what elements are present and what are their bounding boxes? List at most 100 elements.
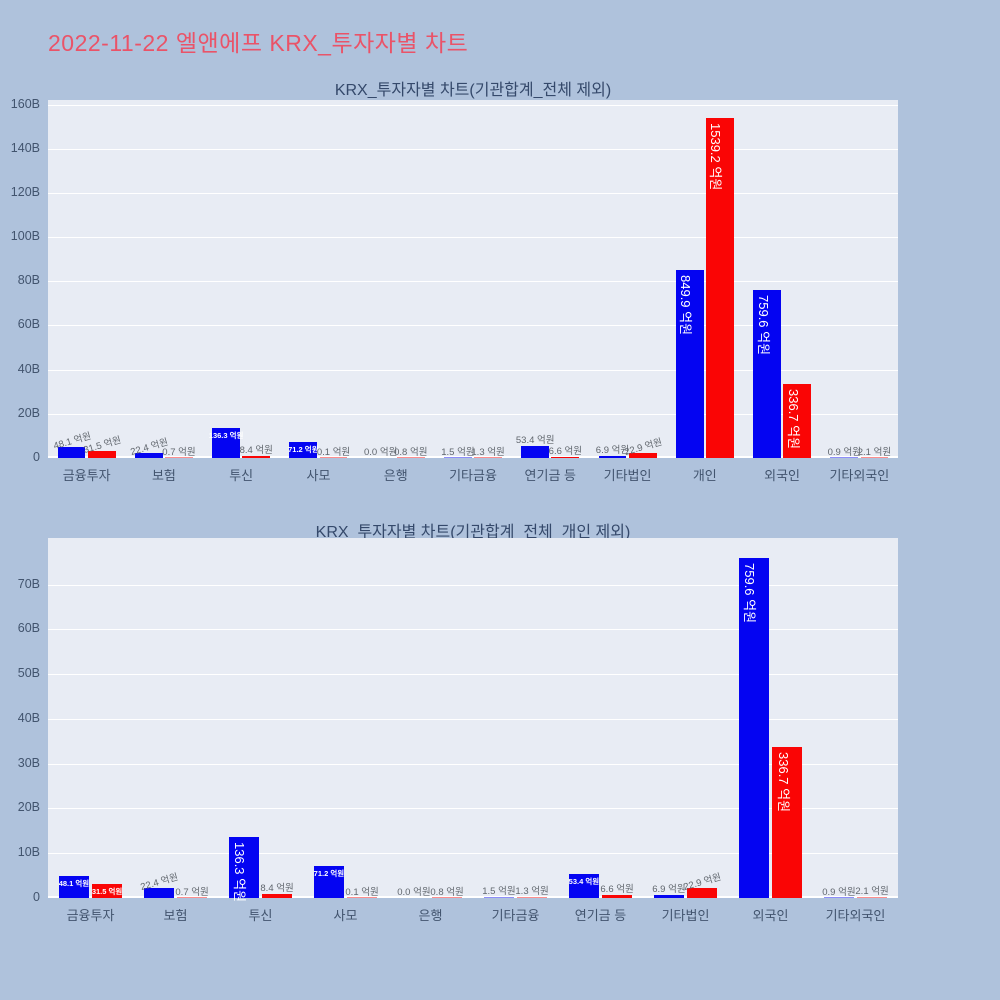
y-axis-tick-20B: 20B [17, 800, 40, 815]
bar-series-blue-연기금-등[interactable] [568, 874, 600, 898]
x-axis-label-보험: 보험 [163, 908, 188, 923]
bar-value-label: 336.7 억원 [775, 752, 791, 813]
bar-series-red-외국인[interactable] [783, 383, 812, 458]
bar-series-blue-보험[interactable] [134, 453, 163, 458]
bar-series-blue-기타금융[interactable] [483, 897, 515, 898]
x-axis-label-투신: 투신 [248, 908, 273, 923]
bar-series-red-기타금융[interactable] [474, 457, 502, 458]
bar-value-label: 759.6 억원 [742, 562, 758, 623]
bar-series-red-사모[interactable] [319, 457, 348, 458]
bar-series-blue-연기금-등[interactable] [521, 446, 550, 458]
bar-series-red-금융투자[interactable] [87, 451, 116, 458]
bar-value-label: 0.7 억원 [175, 886, 209, 898]
bar-series-red-개인[interactable] [705, 118, 734, 458]
x-axis-label-금융투자: 금융투자 [62, 468, 111, 483]
bar-value-label: 6.9 억원 [595, 445, 630, 457]
bar-series-red-기타외국인[interactable] [856, 897, 888, 898]
bar-series-red-보험[interactable] [176, 897, 208, 898]
grid-line-30B [48, 763, 898, 765]
x-axis-label-투신: 투신 [229, 468, 254, 483]
bar-series-red-보험[interactable] [165, 457, 193, 458]
bar-series-red-은행[interactable] [396, 457, 425, 458]
x-axis-label-기타외국인: 기타외국인 [825, 908, 886, 923]
x-axis-label-연기금-등: 연기금 등 [524, 468, 576, 483]
x-axis-label-외국인: 외국인 [752, 908, 789, 923]
x-axis-label-보험: 보험 [151, 468, 176, 483]
bar-series-blue-외국인[interactable] [753, 290, 781, 458]
x-axis-label-기타법인: 기타법인 [661, 908, 710, 923]
grid-line-80B [48, 281, 898, 283]
y-axis-tick-160B: 160B [10, 96, 40, 111]
y-axis-tick-20B: 20B [17, 405, 40, 420]
bar-series-red-금융투자[interactable] [91, 883, 123, 898]
bar-series-blue-금융투자[interactable] [57, 447, 86, 458]
x-axis-label-외국인: 외국인 [764, 468, 801, 483]
x-axis-label-개인: 개인 [692, 468, 717, 483]
y-axis-tick-140B: 140B [10, 140, 40, 155]
bar-series-red-투신[interactable] [261, 894, 293, 898]
y-axis-tick-30B: 30B [17, 755, 40, 770]
bar-value-label: 8.4 억원 [260, 883, 294, 895]
bar-value-label: 8.4 억원 [239, 445, 273, 457]
bar-series-red-기타법인[interactable] [628, 452, 657, 458]
bar-series-red-기타법인[interactable] [686, 887, 718, 898]
bar-series-red-연기금-등[interactable] [601, 895, 633, 898]
grid-line-20B [48, 413, 898, 415]
bar-series-red-기타금융[interactable] [516, 897, 548, 898]
bar-series-blue-보험[interactable] [143, 887, 175, 898]
bar-series-blue-투신[interactable] [228, 836, 260, 898]
bar-series-red-투신[interactable] [242, 456, 271, 458]
grid-line-60B [48, 325, 898, 327]
x-axis-label-기타외국인: 기타외국인 [829, 468, 890, 483]
plot-area-bottom: 48.1 억원 31.5 억원 22.4 억원 0.7 억원 136.3 억원 8.4 억… [48, 538, 898, 902]
grid-line-120B [48, 192, 898, 194]
grid-line-60B [48, 629, 898, 631]
bar-series-blue-사모[interactable] [313, 866, 345, 898]
bar-series-red-은행[interactable] [431, 897, 463, 898]
bar-value-label: 1.3 억원 [471, 446, 505, 458]
bar-series-blue-기타외국인[interactable] [830, 457, 859, 458]
bar-series-blue-기타법인[interactable] [598, 456, 627, 458]
bar-series-blue-금융투자[interactable] [58, 876, 90, 898]
grid-line-140B [48, 148, 898, 150]
bar-value-label: 136.3 억원 [208, 430, 244, 440]
x-axis-label-은행: 은행 [383, 468, 408, 483]
x-axis-zero-line [48, 456, 898, 458]
y-axis-tick-120B: 120B [10, 184, 40, 199]
x-axis-label-금융투자: 금융투자 [66, 908, 115, 923]
bar-series-red-기타외국인[interactable] [860, 457, 889, 458]
bar-series-blue-기타법인[interactable] [653, 894, 685, 898]
bar-series-blue-기타외국인[interactable] [823, 897, 855, 898]
bar-series-red-연기금-등[interactable] [551, 456, 580, 458]
page-title: 2022-11-22 엘앤에프 KRX_투자자별 차트 [48, 30, 469, 56]
bar-series-blue-개인[interactable] [675, 270, 704, 458]
bar-series-blue-사모[interactable] [289, 442, 318, 458]
bar-value-label: 0.0 억원 [363, 447, 398, 458]
bar-value-label: 6.6 억원 [600, 884, 634, 896]
y-axis-tick-60B: 60B [17, 621, 40, 636]
x-axis-label-기타금융: 기타금융 [449, 468, 497, 483]
x-axis-label-기타법인: 기타법인 [603, 468, 652, 483]
bar-series-blue-투신[interactable] [212, 427, 241, 458]
grid-line-50B [48, 674, 898, 676]
bar-value-label: 0.1 억원 [345, 886, 379, 898]
bar-value-label: 6.6 억원 [548, 445, 582, 457]
y-axis-tick-0: 0 [33, 450, 40, 464]
bar-value-label: 0.9 억원 [827, 446, 861, 458]
bar-value-label: 0.0 억원 [397, 887, 431, 898]
bar-value-label: 48.1 억원 [58, 879, 90, 889]
x-axis-label-사모: 사모 [306, 468, 331, 483]
x-axis-label-은행: 은행 [418, 908, 443, 923]
bar-series-blue-기타금융[interactable] [444, 457, 472, 458]
x-axis-label-기타금융: 기타금융 [491, 908, 540, 923]
x-axis-label-연기금-등: 연기금 등 [574, 908, 627, 923]
bar-series-red-외국인[interactable] [771, 747, 803, 898]
bar-value-label: 0.8 억원 [430, 886, 464, 898]
bar-value-label: 53.4 억원 [515, 435, 555, 447]
bar-series-red-사모[interactable] [346, 897, 378, 898]
chart-title-top: KRX_투자자별 차트(기관합계_전체 제외) [334, 82, 612, 99]
bar-series-blue-외국인[interactable] [738, 557, 770, 898]
plot-area-top: 48.1 억원 31.5 억원 22.4 억원 0.7 억원 136.3 억원 8.4 억… [48, 100, 898, 458]
